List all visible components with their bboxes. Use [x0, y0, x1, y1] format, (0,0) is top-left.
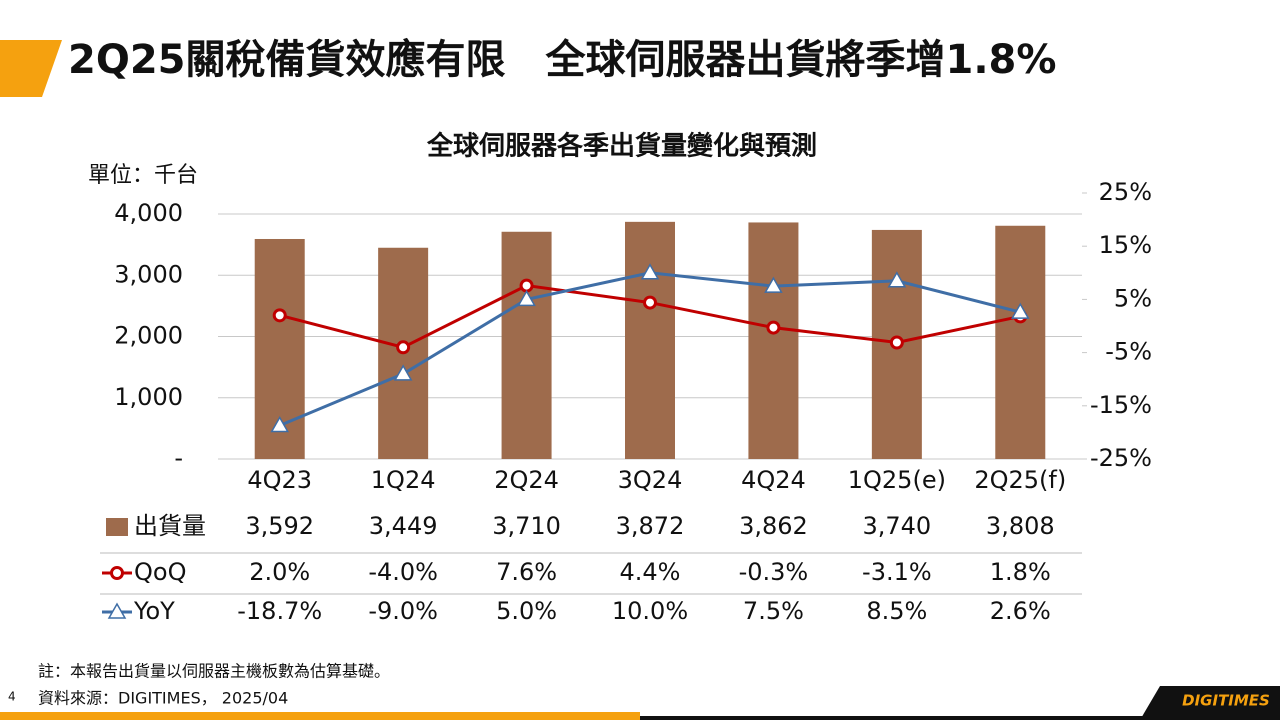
table-value: 2.6%: [990, 597, 1051, 625]
note: 資料來源：DIGITIMES， 2025/04: [38, 689, 288, 708]
table-value: -0.3%: [739, 558, 809, 586]
y2-tick-label: 5%: [1114, 284, 1152, 312]
line-marker: [640, 263, 660, 280]
page-number: 4: [8, 690, 16, 704]
legend-swatch: [106, 518, 128, 536]
table-value: 8.5%: [866, 597, 927, 625]
table-value: -18.7%: [237, 597, 322, 625]
x-tick-label: 2Q24: [494, 466, 559, 494]
x-tick-label: 4Q24: [741, 466, 806, 494]
note: 註：本報告出貨量以伺服器主機板數為估算基礎。: [38, 662, 390, 681]
bar: [501, 231, 552, 459]
table-value: 1.8%: [990, 558, 1051, 586]
logo: DIGITIMES: [1182, 692, 1270, 710]
table-value: 3,592: [245, 512, 314, 540]
y2-tick-label: 15%: [1099, 231, 1152, 259]
legend-label: QoQ: [134, 558, 186, 586]
title-accent: [0, 40, 62, 97]
y-axis-label: 單位：千台: [88, 163, 198, 188]
line-marker: [643, 295, 657, 310]
footer-bar: [0, 712, 640, 720]
line-marker: [887, 271, 907, 288]
line-marker: [517, 289, 536, 307]
table-value: 3,449: [369, 512, 438, 540]
logo-bg: [1140, 686, 1280, 720]
bar: [748, 222, 799, 459]
y2-tick-label: -5%: [1105, 338, 1152, 366]
line-marker: [1010, 302, 1030, 319]
table-value: 3,872: [616, 512, 685, 540]
y-tick-label: -: [174, 444, 183, 472]
x-tick-label: 2Q25(f): [974, 466, 1066, 494]
table-value: 3,710: [492, 512, 561, 540]
y-tick-label: 4,000: [114, 199, 183, 227]
line-marker: [764, 276, 783, 293]
table-value: 2.0%: [249, 558, 310, 586]
y2-tick-label: -25%: [1090, 444, 1152, 472]
chart-title: 全球伺服器各季出貨量變化與預測: [426, 131, 817, 162]
y-tick-label: 3,000: [114, 260, 183, 288]
legend-label: 出貨量: [134, 512, 206, 540]
table-value: 3,808: [986, 512, 1055, 540]
line-marker: [766, 320, 781, 335]
line-marker: [519, 278, 534, 293]
line-marker: [270, 415, 290, 433]
bar: [995, 225, 1046, 459]
line-marker: [889, 335, 904, 350]
table-value: 4.4%: [620, 558, 681, 586]
table-value: 3,740: [862, 512, 931, 540]
table-value: 10.0%: [612, 597, 688, 625]
table-value: 7.6%: [496, 558, 557, 586]
table-value: -3.1%: [862, 558, 932, 586]
line-marker: [107, 602, 127, 619]
x-tick-label: 1Q25(e): [848, 466, 946, 494]
line-marker: [396, 340, 411, 355]
y-tick-label: 2,000: [114, 322, 183, 350]
table-value: -4.0%: [368, 558, 438, 586]
y-tick-label: 1,000: [114, 383, 183, 411]
table-value: -9.0%: [368, 597, 438, 625]
y2-tick-label: 25%: [1099, 178, 1152, 206]
slide-title: 2Q25關稅備貨效應有限 全球伺服器出貨將季增1.8%: [68, 37, 1056, 83]
footer-bar-dark: [640, 716, 1280, 720]
x-tick-label: 4Q23: [247, 466, 312, 494]
x-tick-label: 3Q24: [618, 466, 683, 494]
legend-label: YoY: [133, 597, 175, 625]
bar: [625, 221, 675, 459]
x-tick-label: 1Q24: [371, 466, 436, 494]
line-marker: [272, 308, 287, 323]
y2-tick-label: -15%: [1090, 391, 1152, 419]
line-marker: [393, 364, 413, 381]
table-value: 5.0%: [496, 597, 557, 625]
table-value: 3,862: [739, 512, 808, 540]
line-marker: [110, 566, 124, 580]
table-value: 7.5%: [743, 597, 804, 625]
